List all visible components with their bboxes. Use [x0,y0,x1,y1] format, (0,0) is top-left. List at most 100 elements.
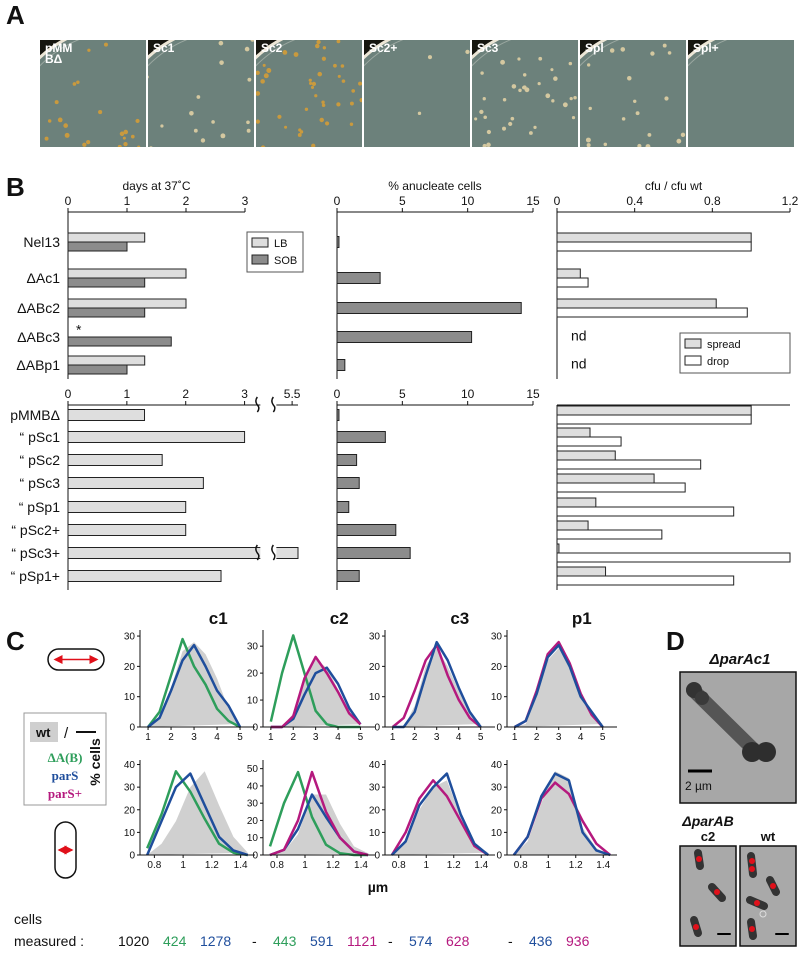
colony [594,177,597,180]
colony [528,131,533,135]
colony [257,173,261,177]
colony [522,73,527,77]
colony [315,229,319,233]
colony [284,125,288,129]
x-tick-label: 5.5 [284,387,301,401]
colony [617,181,621,185]
cells-label: measured : [14,933,84,949]
chart-title: p1 [572,609,592,628]
x-tick-label: 1 [145,732,151,743]
legend-box [23,712,107,806]
colony [616,224,619,227]
colony [580,170,584,174]
colony [285,186,289,190]
colony [491,189,495,193]
y-tick-label: 0 [129,723,135,734]
plate-label: Sc3 [477,41,499,55]
colony [511,84,517,89]
colony [292,187,296,191]
colony [502,126,507,131]
x-tick-label: 1 [545,860,551,871]
break-mark [271,544,276,561]
legend-label: LB [274,238,287,250]
colony [340,64,345,68]
line [390,772,489,856]
colony [247,77,252,82]
x-tick-label: 1.4 [354,860,368,871]
area [392,648,481,727]
break-mark [271,396,276,413]
x-tick-label: 0.8 [514,860,528,871]
line [147,637,241,729]
colony [87,48,91,52]
colony [260,165,263,168]
axis-title: days at 37˚C [122,179,190,193]
colony [522,195,525,198]
colony [70,219,75,224]
x-tick-label: 0 [334,194,341,208]
category-label: “ pSc1 [20,429,61,445]
colony [198,199,203,204]
y-tick-label: 0 [129,851,135,862]
colony [50,183,54,187]
colony [478,227,482,231]
bar [556,520,589,531]
colony [368,213,373,218]
plate-label: Spl [585,41,604,55]
image-label: c2 [701,829,715,844]
colony [525,220,529,224]
plate-label: BΔ [45,52,63,66]
legend-label: parS+ [48,786,82,801]
colony [180,237,184,241]
plate-agar [364,40,470,147]
colony [528,164,532,168]
colony [217,217,221,221]
colony [571,147,576,152]
category-label: ΔABc2 [17,300,60,316]
y-tick-label: 20 [491,805,503,816]
line [390,779,489,857]
colony [349,122,354,126]
colony [474,117,478,121]
bar [556,405,752,416]
x-tick-label: 1.2 [569,860,583,871]
colony [536,216,541,221]
scale-label: 2 µm [685,779,712,793]
area [514,648,603,727]
colony [359,98,362,103]
bar [336,570,360,582]
colony [76,80,80,84]
colony [32,77,36,81]
y-tick-label: 30 [369,783,381,794]
x-tick-label: 5 [399,387,406,401]
colony [150,224,154,228]
colony [258,189,263,194]
plate-image [32,40,203,241]
x-tick-label: 15 [526,194,540,208]
colony [118,195,123,200]
colony [286,210,290,214]
colony [238,36,242,40]
panel-label: B [6,172,25,202]
y-tick-label: 20 [124,662,136,673]
x-tick-label: 0 [65,387,72,401]
colony [244,46,250,52]
cell-count: 628 [446,933,470,949]
colony [607,229,610,232]
colony [284,198,288,202]
colony [277,218,281,222]
colony [767,147,772,152]
colony [550,245,554,249]
colony [321,241,326,246]
colony [533,125,537,130]
colony [44,136,49,141]
colony [702,150,707,155]
y-tick-label: 30 [369,632,381,643]
y-tick-label: 0 [496,851,502,862]
cell-count: 436 [529,933,553,949]
colony [604,226,608,230]
colony [645,144,651,147]
colony [137,145,141,147]
axis-break [260,399,277,592]
colony [678,228,683,233]
